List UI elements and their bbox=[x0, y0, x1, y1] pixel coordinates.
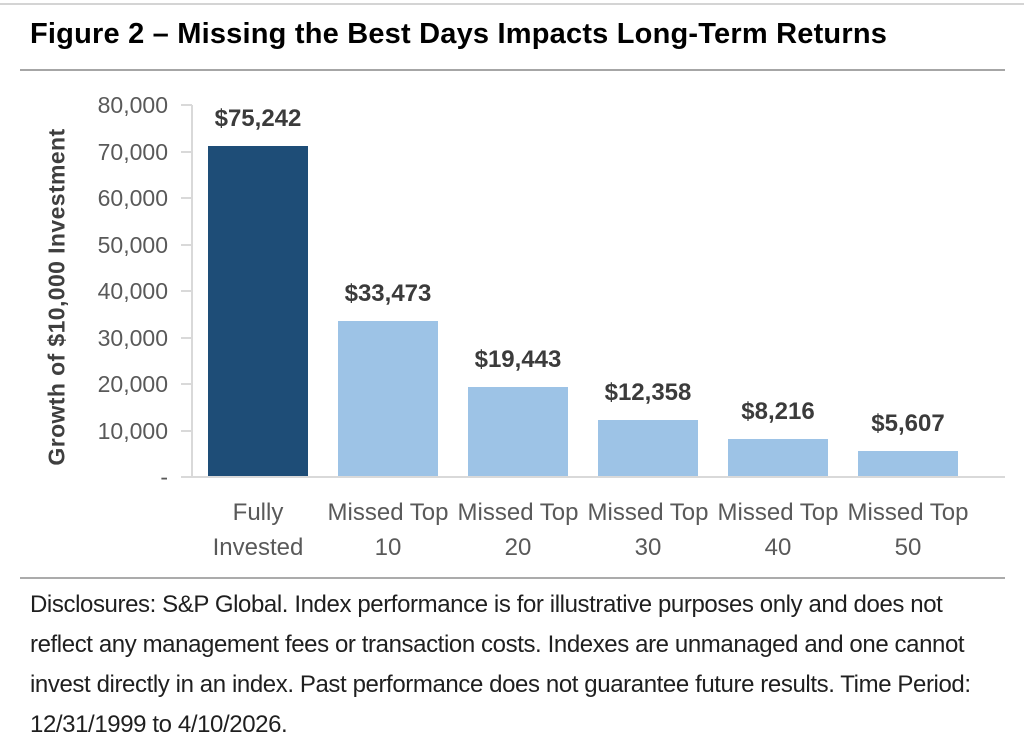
bar-fully-invested bbox=[208, 146, 308, 477]
bar-group-fully-invested: $75,242 bbox=[193, 105, 323, 477]
bar-missed-top-50 bbox=[858, 450, 958, 477]
bar-value-label: $12,358 bbox=[604, 378, 692, 406]
bar-value-label: $33,473 bbox=[344, 280, 432, 308]
y-tick-mark bbox=[181, 243, 192, 246]
plot-area: $75,242 $33,473 $19,443 $12,358 $8,216 $5,607 bbox=[193, 105, 973, 477]
x-axis-labels: Fully Invested Missed Top 10 Missed Top 20… bbox=[193, 495, 973, 565]
y-tick-label: 70,000 bbox=[97, 138, 168, 165]
bar-missed-top-30 bbox=[598, 419, 698, 477]
x-category-label: Fully Invested bbox=[212, 499, 304, 561]
bar-missed-top-10 bbox=[338, 321, 438, 477]
x-category-label: Missed Top 30 bbox=[587, 499, 709, 561]
bar-missed-top-40 bbox=[728, 438, 828, 477]
bar-chart: Growth of $10,000 Investment 80,000 70,00… bbox=[0, 85, 1024, 575]
title-divider bbox=[20, 69, 1005, 71]
y-tick-label: 30,000 bbox=[97, 324, 168, 351]
y-tick-mark bbox=[181, 429, 192, 432]
footer-divider bbox=[20, 577, 1005, 579]
bar-value-label: $19,443 bbox=[474, 345, 562, 373]
y-tick-label: 40,000 bbox=[97, 278, 168, 304]
y-tick-mark bbox=[181, 290, 192, 292]
top-divider bbox=[0, 3, 1024, 5]
bar-group-missed-top-30: $12,358 bbox=[583, 105, 713, 477]
bar-group-missed-top-50: $5,607 bbox=[843, 105, 973, 477]
bar-missed-top-20 bbox=[468, 386, 568, 477]
bar-group-missed-top-10: $33,473 bbox=[323, 105, 453, 477]
y-tick-mark bbox=[181, 336, 192, 339]
y-tick-label: - bbox=[160, 464, 168, 490]
x-category-label: Missed Top 40 bbox=[717, 499, 839, 561]
bar-group-missed-top-40: $8,216 bbox=[713, 105, 843, 477]
y-tick-mark bbox=[181, 104, 192, 106]
figure-title: Figure 2 – Missing the Best Days Impacts… bbox=[30, 18, 888, 50]
y-tick-mark bbox=[181, 150, 192, 153]
y-tick-mark bbox=[181, 383, 192, 385]
y-tick-label: 60,000 bbox=[97, 185, 168, 211]
x-category-label: Missed Top 10 bbox=[327, 499, 449, 561]
disclosure-text: Disclosures: S&P Global. Index performan… bbox=[30, 591, 971, 738]
bar-value-label: $5,607 bbox=[871, 409, 945, 437]
y-tick-label: 50,000 bbox=[97, 231, 168, 258]
y-tick-label: 20,000 bbox=[97, 371, 168, 397]
x-category-label: Missed Top 20 bbox=[457, 499, 579, 561]
y-tick-label: 80,000 bbox=[97, 92, 168, 118]
bar-value-label: $75,242 bbox=[214, 105, 302, 132]
y-tick-mark bbox=[181, 197, 192, 199]
y-axis-line bbox=[191, 105, 193, 477]
x-axis-line bbox=[191, 476, 1005, 478]
bar-group-missed-top-20: $19,443 bbox=[453, 105, 583, 477]
bar-value-label: $8,216 bbox=[741, 397, 815, 425]
y-tick-mark bbox=[181, 476, 192, 478]
y-tick-label: 10,000 bbox=[97, 417, 168, 444]
x-category-label: Missed Top 50 bbox=[847, 499, 969, 561]
